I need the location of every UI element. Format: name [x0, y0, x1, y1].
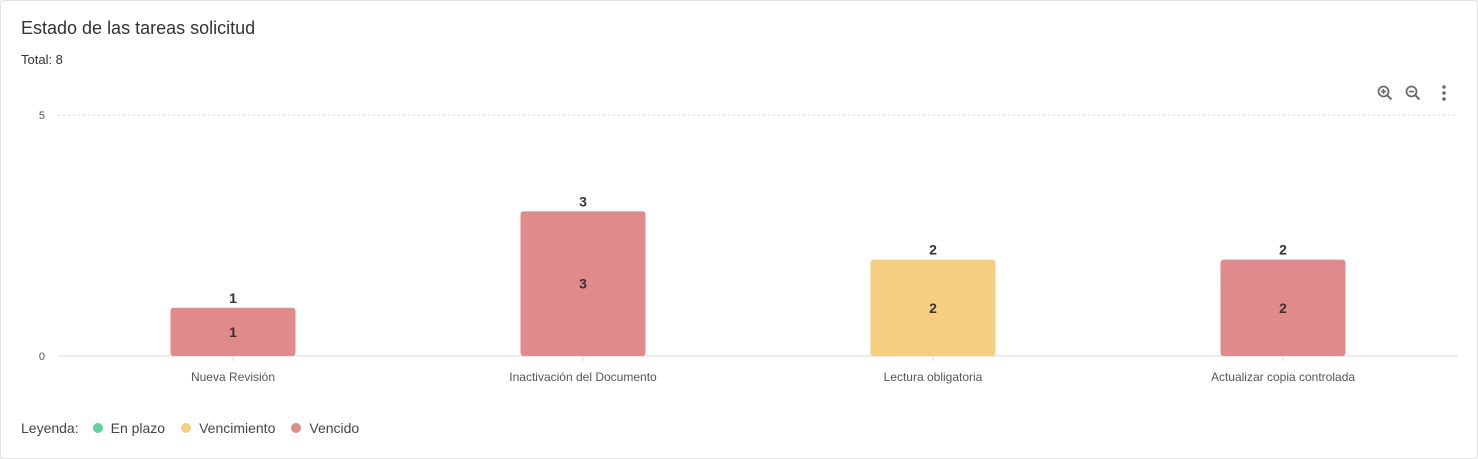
zoom-in-icon[interactable] — [1375, 83, 1395, 103]
x-tick-label: Lectura obligatoria — [884, 370, 983, 384]
y-tick-label: 5 — [39, 110, 45, 122]
legend-label-en-plazo: En plazo — [110, 420, 166, 436]
legend-dot-en-plazo — [92, 423, 103, 433]
chart-title: Estado de las tareas solicitud — [21, 18, 256, 38]
x-tick-label: Actualizar copia controlada — [1211, 370, 1355, 384]
bar — [1220, 259, 1346, 356]
zoom-out-icon[interactable] — [1403, 83, 1423, 103]
legend: Leyenda: En plazo Vencimiento Vencido — [21, 420, 375, 436]
legend-dot-vencido — [291, 423, 302, 433]
bar-inner-label: 3 — [579, 276, 587, 292]
y-tick-label: 0 — [39, 351, 45, 363]
legend-item-en-plazo[interactable]: En plazo — [92, 420, 166, 436]
bar-inner-label: 2 — [1279, 300, 1287, 316]
legend-item-vencimiento[interactable]: Vencimiento — [181, 420, 275, 436]
legend-label-vencimiento: Vencimiento — [199, 420, 276, 436]
total-count: Total: 8 — [21, 52, 63, 67]
bar — [520, 211, 646, 356]
x-tick-label: Inactivación del Documento — [509, 370, 657, 384]
bar-value-label: 3 — [579, 193, 587, 209]
x-tick-label: Nueva Revisión — [191, 370, 275, 384]
bar-value-label: 1 — [229, 290, 237, 306]
legend-item-vencido[interactable]: Vencido — [291, 420, 359, 436]
bar-inner-label: 1 — [229, 324, 237, 340]
bar-value-label: 2 — [929, 242, 937, 258]
bar-inner-label: 2 — [929, 300, 937, 316]
legend-title: Leyenda: — [21, 420, 79, 436]
more-vert-icon[interactable] — [1434, 83, 1454, 103]
bar-value-label: 2 — [1279, 242, 1287, 258]
bar — [170, 307, 296, 356]
legend-label-vencido: Vencido — [309, 420, 360, 436]
bar — [870, 259, 996, 356]
legend-dot-vencimiento — [181, 423, 192, 433]
bar-chart: 0 5 1 1 Nueva Revisión 3 3 Inactivación del Doc… — [39, 110, 1458, 384]
chart-toolbar — [1375, 83, 1455, 103]
